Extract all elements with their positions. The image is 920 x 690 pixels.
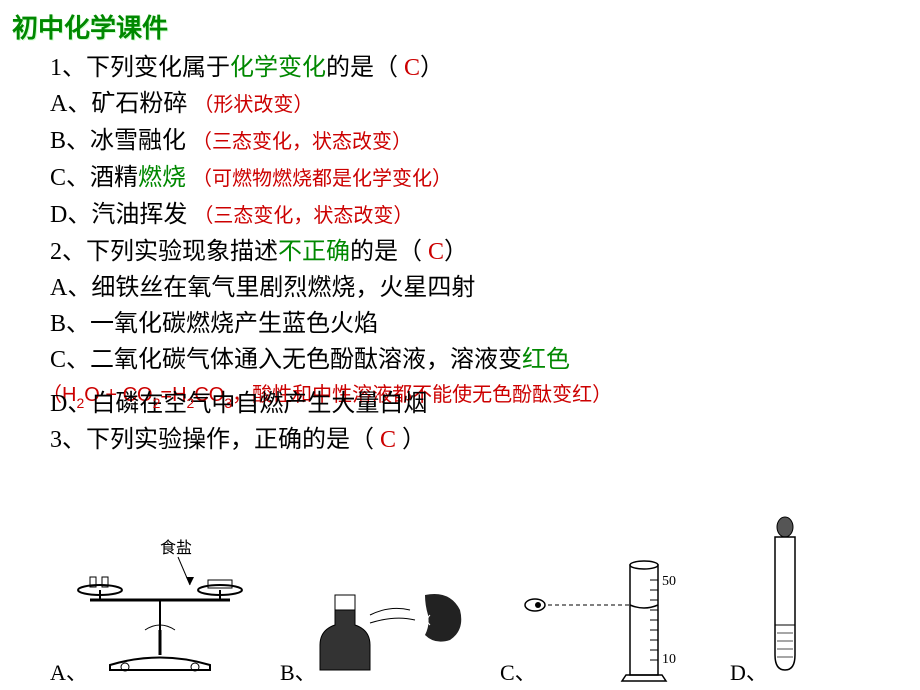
q1-stem-pre: 1、下列变化属于: [50, 55, 230, 81]
content-body: 1、下列变化属于化学变化的是（ C） A、矿石粉碎 （形状改变） B、冰雪融化 …: [50, 50, 890, 458]
q1-a-label: A、矿石粉碎: [50, 91, 187, 117]
figure-d: D、: [730, 515, 850, 685]
q1-b-note: （三态变化，状态改变）: [192, 131, 412, 153]
q1-close: ）: [420, 55, 444, 81]
fig-a-label: A、: [50, 655, 88, 687]
q2-note-sub4: 3: [224, 395, 232, 411]
fig-a-caption: 食盐: [160, 539, 192, 557]
q2-note-sub1: 2: [76, 395, 84, 411]
q2-key: 不正确: [278, 239, 350, 265]
fig-d-label: D、: [730, 655, 768, 687]
page-title: 初中化学课件: [12, 8, 168, 45]
q2-option-a: A、细铁丝在氧气里剧烈燃烧，火星四射: [50, 270, 890, 306]
q1-d-label: D、汽油挥发: [50, 202, 187, 228]
figure-b: B、: [280, 535, 480, 685]
figures-row: 食盐 A、: [50, 505, 890, 685]
q2-answer: C: [428, 239, 444, 265]
q1-option-b: B、冰雪融化 （三态变化，状态改变）: [50, 123, 890, 160]
q1-c-key: 燃烧: [138, 165, 186, 191]
q1-key: 化学变化: [230, 55, 326, 81]
q3-close: ）: [402, 427, 426, 453]
figure-c: 50 10 C、: [500, 535, 700, 685]
q2-note-sub2: 2: [153, 395, 161, 411]
fig-c-50: 50: [662, 574, 676, 589]
q2-c-key: 红色: [522, 347, 570, 373]
q2-c-pre: C、二氧化碳气体通入无色酚酞溶液，溶液变: [50, 347, 522, 373]
q2-stem-post: 的是（: [350, 239, 422, 265]
q2-option-b: B、一氧化碳燃烧产生蓝色火焰: [50, 306, 890, 342]
q2-option-c: C、二氧化碳气体通入无色酚酞溶液，溶液变红色: [50, 342, 890, 378]
q2-stem: 2、下列实验现象描述不正确的是（ C）: [50, 234, 890, 270]
fig-c-label: C、: [500, 655, 537, 687]
q1-d-note: （三态变化，状态改变）: [193, 205, 413, 227]
q3-stem: 3、下列实验操作，正确的是（ C ）: [50, 422, 890, 458]
q1-b-label: B、冰雪融化: [50, 128, 186, 154]
q1-a-note: （形状改变）: [193, 94, 313, 116]
q2-close: ）: [444, 239, 468, 265]
q1-stem: 1、下列变化属于化学变化的是（ C）: [50, 50, 890, 86]
q1-answer: C: [404, 55, 420, 81]
q1-c-note: （可燃物燃烧都是化学变化）: [192, 168, 452, 190]
fig-c-10: 10: [662, 652, 676, 667]
q2-stem-pre: 2、下列实验现象描述: [50, 239, 278, 265]
q1-c-pre: C、酒精: [50, 165, 138, 191]
figure-a: 食盐 A、: [50, 535, 270, 685]
fig-b-label: B、: [280, 655, 317, 687]
q3-answer: C: [380, 427, 396, 453]
q2-note-sub3: 2: [187, 395, 195, 411]
q1-option-c: C、酒精燃烧 （可燃物燃烧都是化学变化）: [50, 160, 890, 197]
q1-option-d: D、汽油挥发 （三态变化，状态改变）: [50, 197, 890, 234]
q1-stem-post: 的是（: [326, 55, 398, 81]
q1-option-a: A、矿石粉碎 （形状改变）: [50, 86, 890, 123]
q3-stem-pre: 3、下列实验操作，正确的是（: [50, 427, 374, 453]
